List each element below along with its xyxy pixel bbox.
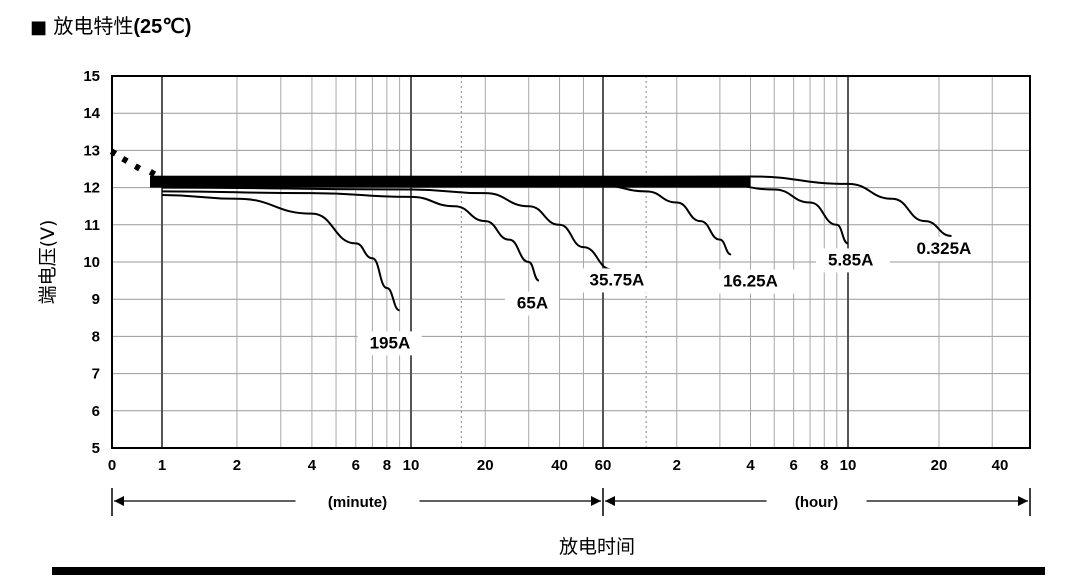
x-tick-labels: 0 1 2 4 6 8 10 20 40 60 2 4 6 8 10 20 40 bbox=[108, 457, 1009, 474]
x-tick-label: 10 bbox=[403, 457, 420, 474]
y-tick-label: 14 bbox=[83, 105, 100, 122]
x-axis-label: 放电时间 bbox=[559, 536, 635, 558]
x-tick-label: 8 bbox=[383, 457, 391, 474]
y-tick-labels: 5 6 7 8 9 10 11 12 13 14 15 bbox=[83, 68, 100, 457]
curve-195A bbox=[161, 194, 401, 312]
curve-label: 195A bbox=[370, 333, 411, 352]
x-tick-label: 1 bbox=[158, 457, 166, 474]
curve-35.75A bbox=[161, 186, 612, 271]
arrow-right-icon bbox=[1018, 496, 1028, 506]
range-arrows: (minute) (hour) bbox=[111, 488, 1031, 516]
arrow-right-icon bbox=[591, 496, 601, 506]
curve-label: 5.85A bbox=[828, 250, 873, 269]
curve-5.85A bbox=[161, 181, 849, 245]
title-text: 放电特性 bbox=[53, 14, 134, 38]
curve-label-bg bbox=[577, 268, 662, 293]
x-tick-label: 6 bbox=[789, 457, 797, 474]
y-tick-label: 15 bbox=[83, 68, 100, 85]
x-tick-label: 40 bbox=[992, 457, 1009, 474]
curve-label: 16.25A bbox=[723, 272, 778, 291]
plot-frame bbox=[111, 75, 1031, 449]
chart-title: ■ 放电特性(25℃) bbox=[30, 10, 191, 39]
title-square-icon: ■ bbox=[30, 17, 48, 38]
curve-65A bbox=[161, 190, 540, 282]
y-tick-label: 6 bbox=[92, 403, 100, 420]
x-tick-label: 20 bbox=[931, 457, 948, 474]
x-tick-label: 10 bbox=[840, 457, 857, 474]
x-tick-label: 20 bbox=[477, 457, 494, 474]
x-tick-label: 4 bbox=[308, 457, 317, 474]
bottom-rule bbox=[52, 567, 1045, 575]
x-tick-label: 8 bbox=[820, 457, 828, 474]
curve-label-bg bbox=[904, 236, 989, 261]
x-tick-label: 4 bbox=[746, 457, 755, 474]
y-tick-label: 10 bbox=[83, 254, 100, 271]
curve-label: 65A bbox=[517, 294, 548, 313]
y-tick-label: 8 bbox=[92, 328, 100, 345]
curve-label-bg bbox=[504, 291, 559, 316]
arrow-left-icon bbox=[114, 496, 124, 506]
initial-drop-mark bbox=[121, 156, 129, 164]
x-tick-label: 2 bbox=[233, 457, 241, 474]
hour-range-label: (hour) bbox=[795, 494, 838, 511]
initial-drop-mark bbox=[109, 148, 118, 157]
y-tick-label: 12 bbox=[83, 180, 100, 197]
plot-border bbox=[111, 75, 1031, 449]
x-tick-label: 60 bbox=[595, 457, 612, 474]
grid-lines bbox=[112, 75, 1031, 449]
title-condition: (25℃) bbox=[133, 16, 192, 38]
curve-16.25A bbox=[161, 182, 732, 256]
initial-drop-mark bbox=[133, 163, 142, 172]
x-tick-label: 40 bbox=[551, 457, 568, 474]
x-tick-label: 0 bbox=[108, 457, 116, 474]
curve-label: 35.75A bbox=[590, 270, 645, 289]
curve-label: 0.325A bbox=[917, 239, 972, 258]
minute-range-label: (minute) bbox=[328, 494, 387, 511]
arrow-left-icon bbox=[605, 496, 615, 506]
y-tick-label: 9 bbox=[92, 291, 100, 308]
curve-label-bg bbox=[816, 248, 890, 273]
y-axis-label: 端电压(V) bbox=[37, 220, 59, 305]
curve-label-bg bbox=[357, 331, 422, 356]
x-tick-label: 6 bbox=[352, 457, 360, 474]
initial-drop-mark bbox=[148, 169, 157, 177]
curve-label-bg bbox=[711, 269, 796, 294]
x-tick-label: 2 bbox=[673, 457, 681, 474]
y-tick-label: 11 bbox=[84, 217, 100, 234]
curve-0.325A bbox=[161, 175, 952, 237]
curve-labels: 195A 65A 35.75A 16.25A 5.85A 0.325A bbox=[357, 236, 989, 356]
curves bbox=[109, 148, 952, 312]
y-tick-label: 7 bbox=[92, 366, 100, 383]
y-tick-label: 13 bbox=[83, 142, 100, 159]
y-tick-label: 5 bbox=[92, 440, 100, 457]
overlap-band bbox=[150, 175, 751, 188]
